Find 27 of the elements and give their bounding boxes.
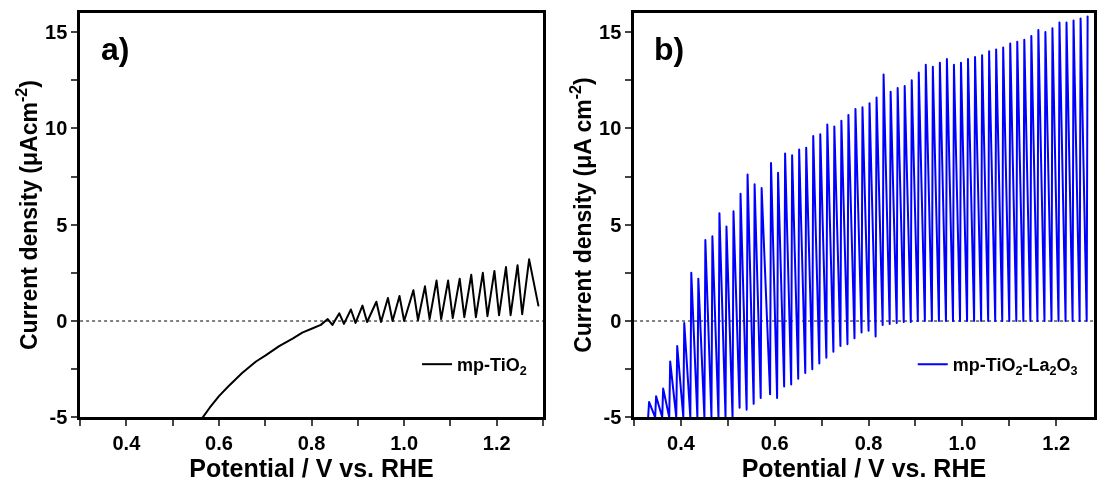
x-tick-label: 0.4 (112, 432, 142, 455)
y-tick-label: 15 (599, 21, 622, 44)
x-tick-label: 1.2 (1042, 432, 1071, 455)
y-tick-label: 10 (599, 117, 622, 140)
legend-label: mp-TiO$_{2}$ (457, 355, 527, 378)
x-tick-label: 1.2 (482, 432, 511, 455)
legend-label: mp-TiO$_{2}$-La$_{2}$O$_{3}$ (952, 355, 1078, 378)
x-tick-label: 0.4 (667, 432, 696, 455)
y-tick-label: 10 (45, 117, 68, 140)
y-tick-label: 0 (610, 310, 622, 333)
y-tick-label: -5 (49, 406, 68, 429)
y-tick-label: 15 (45, 21, 68, 44)
x-axis-title: Potential / V vs. RHE (741, 454, 987, 483)
y-tick-label: 5 (610, 213, 622, 236)
text: 1.0 (948, 432, 977, 455)
x-tick-label: 0.6 (760, 432, 789, 455)
line-series (647, 15, 1089, 418)
annotation: a) (101, 31, 130, 67)
text: 1.0 (390, 432, 419, 455)
annotation: b) (654, 31, 685, 67)
x-tick-label: 0.8 (297, 432, 326, 455)
y-tick-label: 0 (56, 310, 68, 333)
y-tick-label: -5 (603, 406, 622, 429)
x-tick-label: 0.6 (205, 432, 233, 455)
x-tick-label: 0.8 (854, 432, 883, 455)
y-tick-label: 5 (56, 213, 68, 236)
x-axis-title: Potential / V vs. RHE (189, 454, 434, 483)
